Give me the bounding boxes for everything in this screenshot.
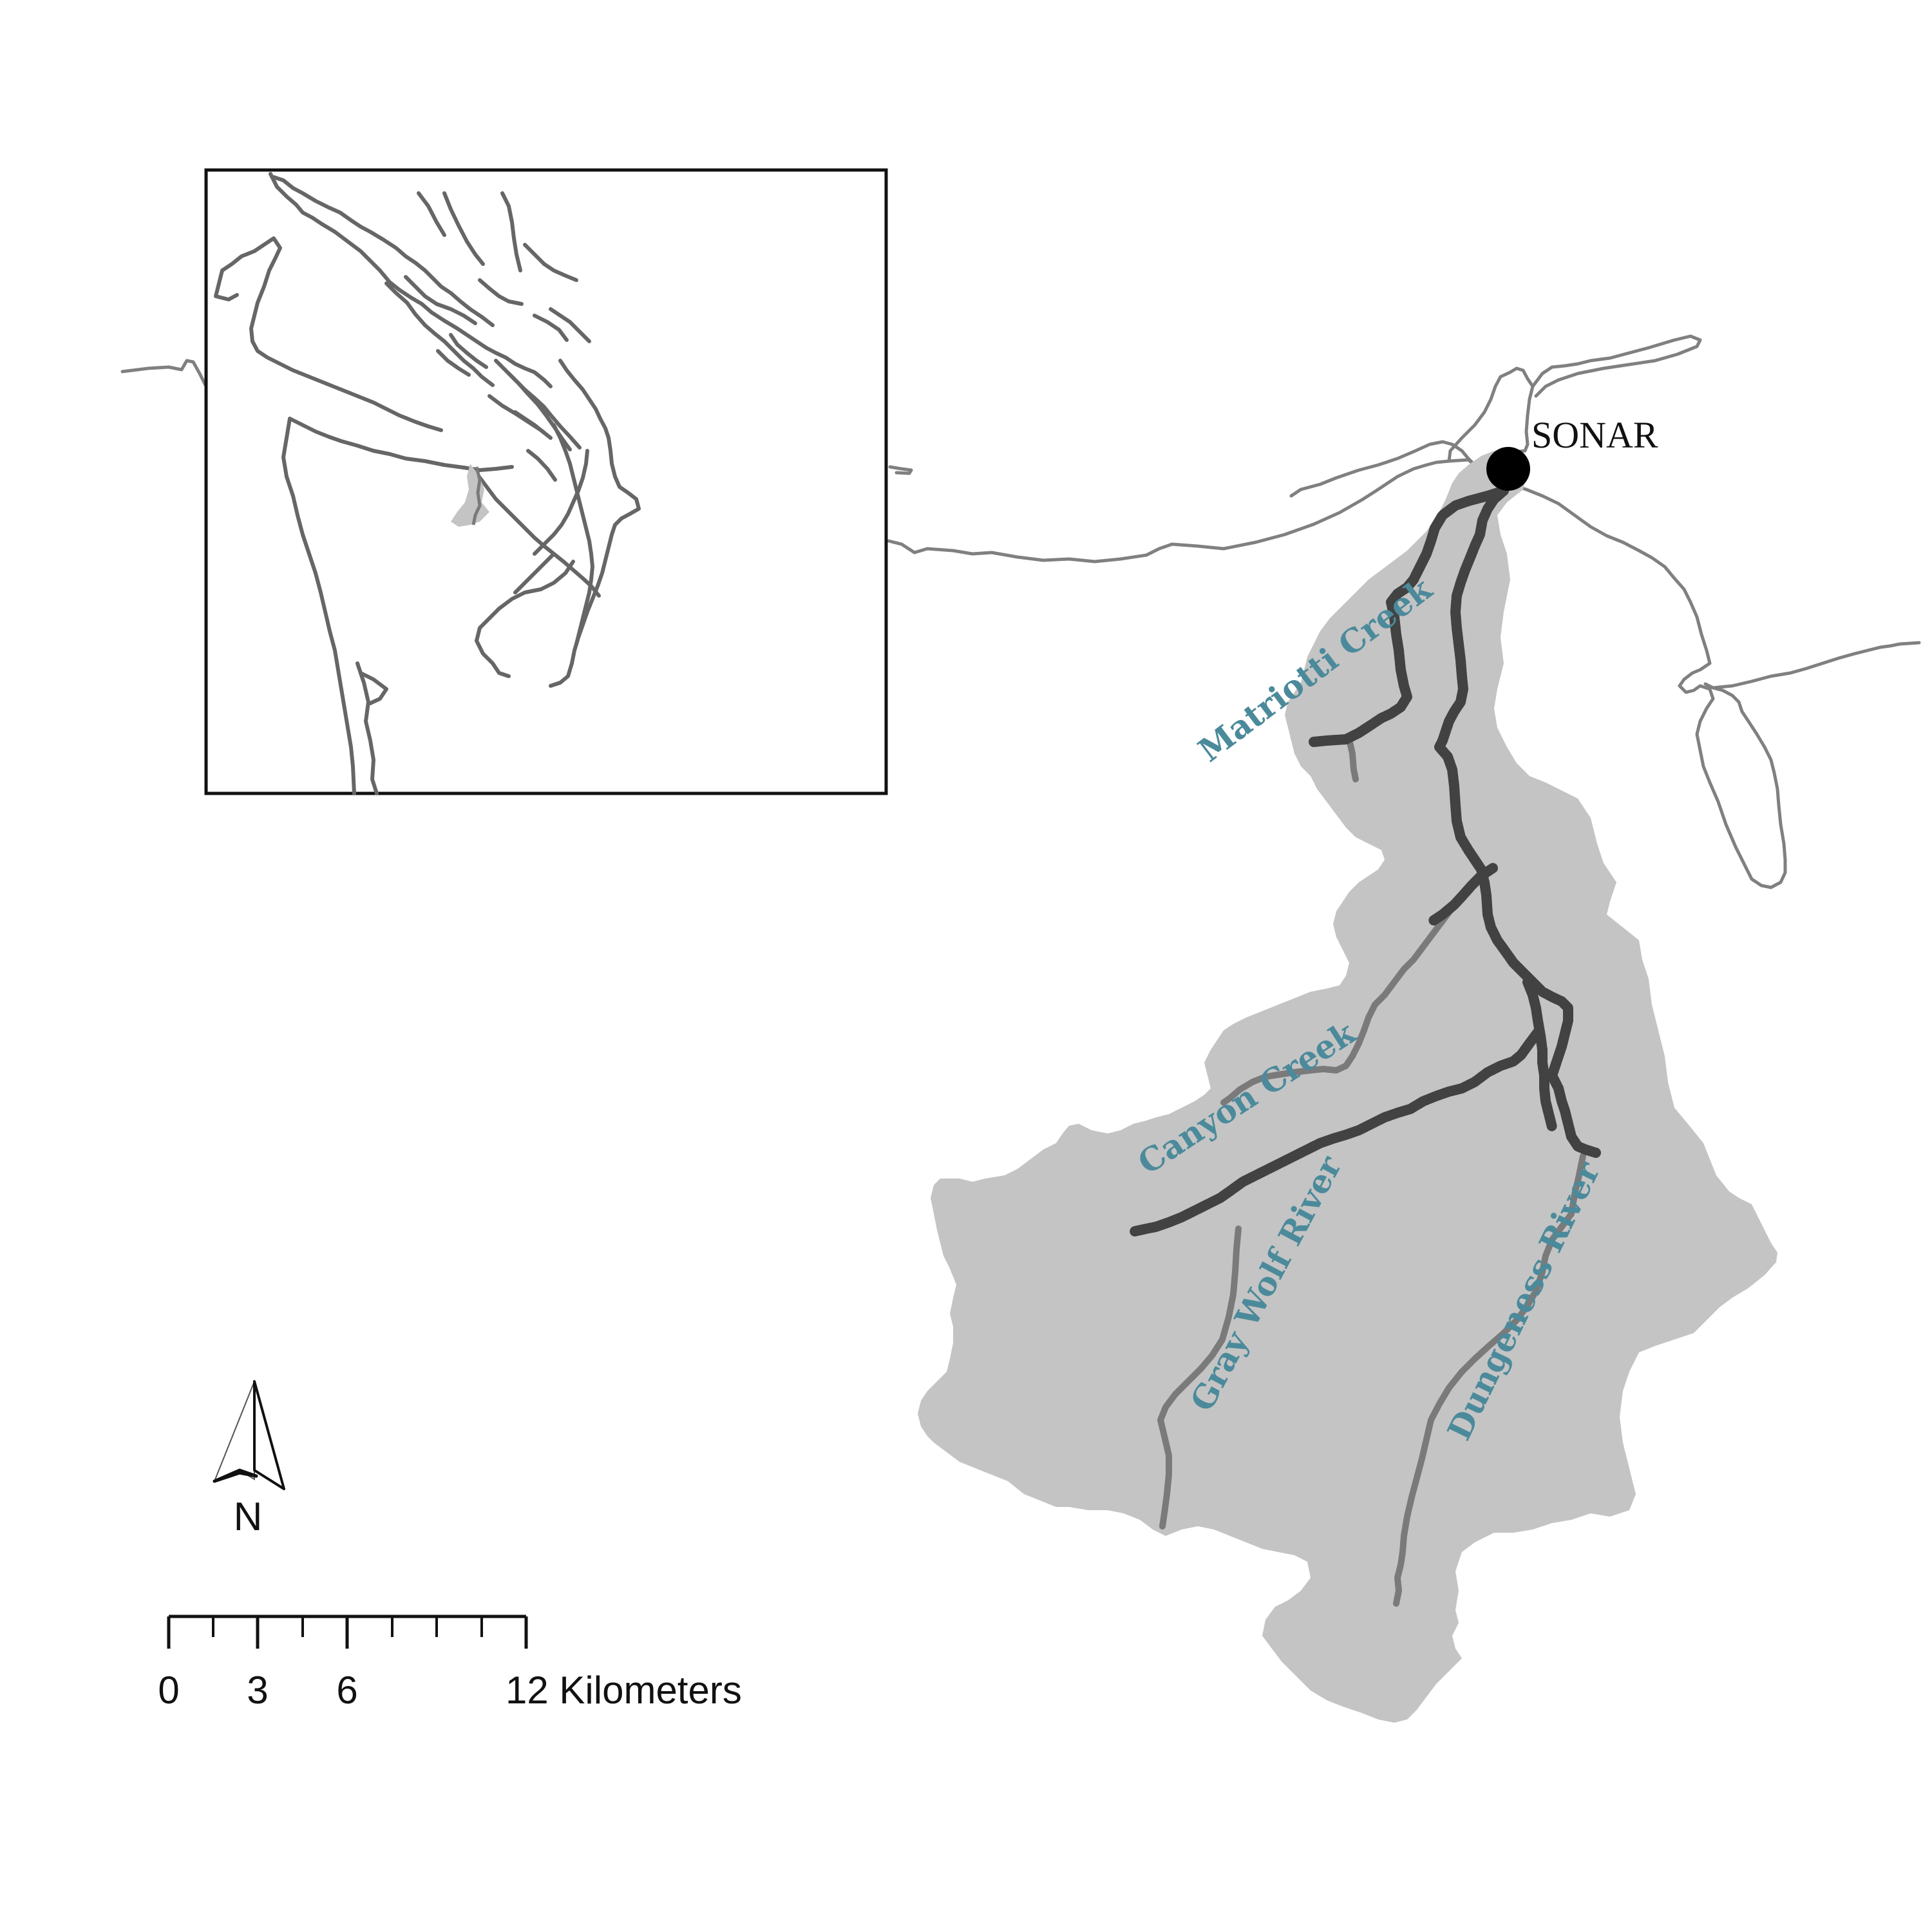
scale-tick-label-12: 12 Kilometers: [506, 1669, 742, 1712]
sonar-site-label: SONAR: [1531, 414, 1658, 456]
dungeness-upper-stream: [1393, 1153, 1586, 1607]
inset-study-streams: [471, 466, 482, 526]
gray-wolf-upper-stream: [1157, 1226, 1242, 1530]
canyon-creek-lower-stream: [1428, 863, 1498, 926]
watershed-basin: [918, 450, 1777, 1723]
streams-secondary: [1157, 736, 1586, 1607]
scale-tick-label-0: 0: [158, 1669, 179, 1712]
matriotti-tributary-stream: [1346, 736, 1359, 782]
dungeness-lower-stream: [1434, 486, 1601, 1158]
dungeness-fork-stream: [1522, 977, 1557, 1132]
locator-inset: [204, 168, 888, 795]
scale-tick-label-3: 3: [247, 1669, 268, 1712]
gray-wolf-lower-stream: [1130, 1025, 1544, 1236]
inset-coastline: [214, 172, 641, 795]
scale-bar: 0 3 6 12 Kilometers: [158, 1615, 742, 1712]
north-arrow-icon: [213, 1380, 285, 1490]
inset-frame: [204, 168, 888, 795]
north-arrow: N: [213, 1380, 285, 1539]
matriotti-creek-stream: [1309, 486, 1509, 747]
coastline: [120, 334, 1921, 889]
canyon-creek-stream: [1220, 905, 1455, 1106]
scale-tick-label-6: 6: [336, 1669, 357, 1712]
streams-surveyed: [1130, 486, 1601, 1236]
north-label: N: [234, 1495, 263, 1539]
sonar-site-marker: [1486, 447, 1530, 491]
